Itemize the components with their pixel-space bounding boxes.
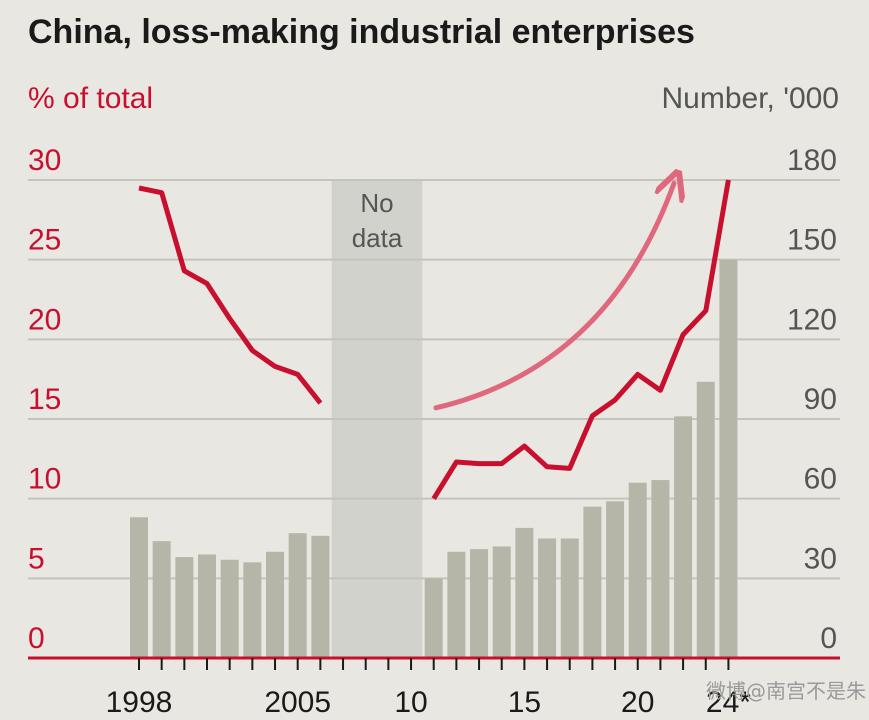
y-left-tick-label: 5 [28,542,45,575]
y-left-tick-label: 0 [28,622,45,655]
bar [538,538,557,658]
bar [152,541,171,658]
bar [719,259,738,658]
y-right-tick-label: 0 [820,622,837,655]
x-tick-label: 24* [706,686,751,719]
y-left-tick-label: 15 [28,383,61,416]
bar [492,546,511,658]
x-tick-label: 15 [508,686,541,719]
plot-area: No data 1998 2005 10 15 20 24* 0 5 10 15 20 25 30 0 30 60… [28,144,840,719]
x-tick-label: 1998 [106,686,173,719]
bar [470,549,489,658]
line-series-share [431,179,731,501]
bar [424,578,443,658]
bar [674,416,693,658]
trend-arrow [433,183,674,411]
y-right-tick-label: 120 [787,303,837,336]
y-left-tick-label: 30 [28,144,61,177]
bar [583,506,602,658]
bar [220,559,239,658]
y-left-tick-label: 25 [28,224,61,257]
x-tick-label: 10 [394,686,427,719]
bar [175,557,194,658]
no-data-label: data [352,223,403,253]
y-left-tick-label: 20 [28,303,61,336]
left-axis-unit: % of total [28,82,153,115]
y-left-tick-label: 10 [28,463,61,496]
y-right-tick-label: 60 [804,463,837,496]
y-right-tick-label: 90 [804,383,837,416]
bar [447,551,466,658]
bar [198,554,217,658]
bar [311,535,330,658]
bar [560,538,579,658]
bar [651,480,670,658]
chart-title: China, loss-making industrial enterprise… [28,13,695,51]
bar [266,551,285,658]
line-series-share [138,185,323,405]
x-tick-label: 20 [621,686,654,719]
right-axis-unit: Number, '000 [662,82,840,115]
bar [606,501,625,658]
bar [288,533,307,658]
bar [515,527,534,658]
x-tick-label: 2005 [264,686,331,719]
y-right-tick-label: 180 [787,144,837,177]
bar [130,517,148,658]
no-data-label: No [360,188,393,218]
y-right-tick-label: 30 [804,542,837,575]
bar [243,562,262,658]
bar [628,482,647,658]
watermark: 微博@南宫不是朱 [706,679,866,703]
bar [696,381,715,658]
y-right-tick-label: 150 [787,224,837,257]
